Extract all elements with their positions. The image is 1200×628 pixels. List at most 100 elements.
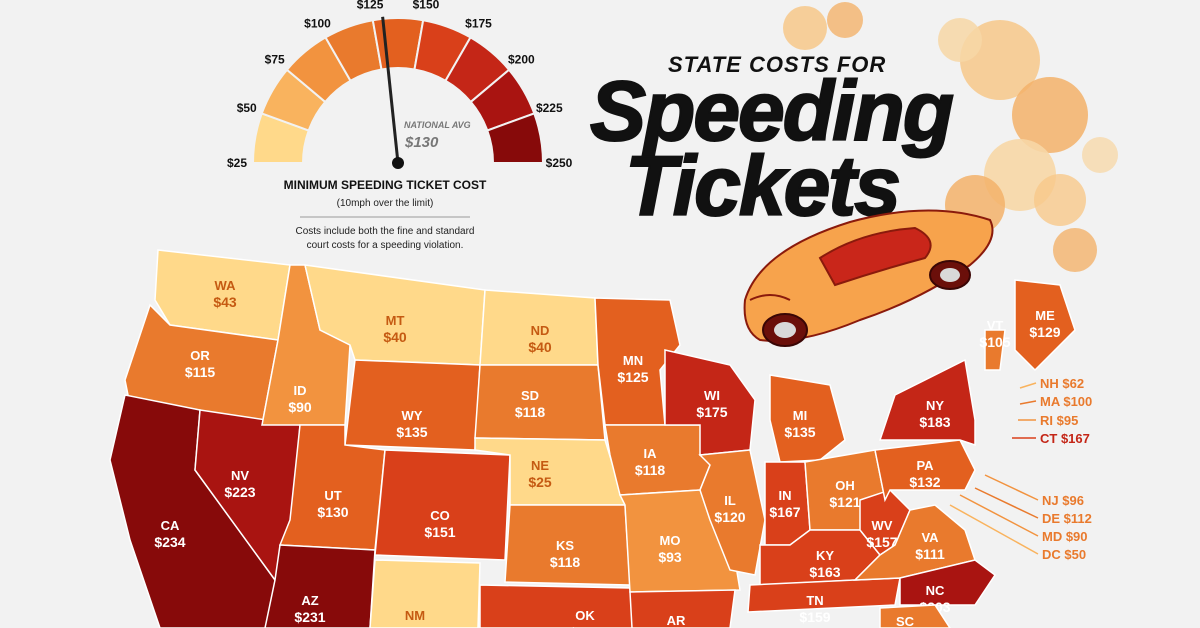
state-sc [879,604,951,628]
sports-car-illustration [743,209,994,347]
state-label-nv: NV [231,468,249,483]
title-line3: Tickets [625,139,899,233]
state-cost-vt: $105 [979,334,1010,350]
state-cost-mn: $125 [617,369,648,385]
state-label-ne: NE [531,458,549,473]
state-label-sd: SD [521,388,539,403]
us-map: WA$43OR$115CA$234NV$223ID$90MT$40WY$135U… [109,249,1076,628]
state-cost-wv: $157 [866,534,897,550]
gauge-tick-label: $75 [265,53,285,67]
state-label-me: ME [1035,308,1055,323]
leader-label-ct: CT $167 [1040,431,1090,446]
leader-label-ma: MA $100 [1040,394,1092,409]
state-cost-nd: $40 [528,339,552,355]
state-label-tn: TN [806,593,823,608]
state-va [853,504,976,581]
state-label-ca: CA [161,518,180,533]
state-cost-mo: $93 [658,549,682,565]
state-cost-tn: $159 [799,609,830,625]
gauge-tick-label: $50 [237,101,257,115]
gauge-tick-label: $225 [536,101,563,115]
state-label-ia: IA [644,446,658,461]
gauge-tick-label: $25 [227,156,247,170]
gauge-national-avg-value: $130 [404,134,439,151]
state-az [264,544,376,628]
state-cost-va: $111 [915,546,945,562]
leader-label-nj: NJ $96 [1042,493,1084,508]
state-label-nc: NC [926,583,945,598]
state-label-ar: AR [667,613,686,628]
state-cost-pa: $132 [909,474,940,490]
gauge-note-line1: Costs include both the fine and standard [295,226,474,237]
state-label-co: CO [430,508,450,523]
state-cost-az: $231 [294,609,325,625]
state-label-or: OR [190,348,210,363]
state-label-wv: WV [872,518,893,533]
state-cost-ks: $118 [550,554,581,570]
state-label-vt: VT [987,318,1004,333]
state-label-sc: SC [896,614,915,628]
state-mn [594,297,681,426]
state-label-ks: KS [556,538,574,553]
state-vt [984,329,1006,371]
state-cost-ca: $234 [154,534,185,550]
state-co [374,449,511,561]
state-label-oh: OH [835,478,855,493]
state-label-ut: UT [324,488,341,503]
state-label-ky: KY [816,548,834,563]
state-mi [769,374,846,463]
state-cost-ok: $151 [569,624,600,628]
state-label-nm: NM [405,608,425,623]
state-label-id: ID [294,383,307,398]
smoke-cloud-illustration [783,2,1118,272]
state-ar [629,589,736,628]
leader-label-nh: NH $62 [1040,376,1084,391]
state-label-wa: WA [215,278,237,293]
state-nm [369,559,481,628]
state-label-mt: MT [386,313,405,328]
gauge-needle [381,16,400,164]
state-cost-ia: $118 [635,462,666,478]
state-label-wy: WY [402,408,423,423]
gauge-band-9 [485,112,545,164]
state-label-az: AZ [301,593,318,608]
state-cost-ky: $163 [809,564,840,580]
leader-label-dc: DC $50 [1042,547,1086,562]
leader-label-ri: RI $95 [1040,413,1078,428]
title-line1: STATE COSTS FOR [668,52,886,77]
state-label-mn: MN [623,353,643,368]
gauge-tick-label: $125 [357,0,384,11]
leader-label-md: MD $90 [1042,529,1088,544]
state-label-ok: OK [575,608,595,623]
state-cost-il: $120 [714,509,745,525]
state-label-pa: PA [916,458,934,473]
state-label-mo: MO [660,533,681,548]
leader-line-nh [1019,382,1037,389]
state-ok [479,584,636,628]
state-ia [604,424,711,496]
state-label-wi: WI [704,388,720,403]
state-label-mi: MI [793,408,807,423]
state-sd [474,364,606,441]
state-label-il: IL [724,493,736,508]
state-cost-wy: $135 [396,424,427,440]
state-cost-wi: $175 [696,404,727,420]
state-cost-oh: $121 [829,494,860,510]
gauge-note-line2: court costs for a speeding violation. [307,240,464,251]
leader-line-dc [949,504,1039,555]
state-cost-me: $129 [1029,324,1060,340]
state-cost-wa: $43 [213,294,237,310]
leader-line-md [959,494,1039,537]
gauge-tick-label: $200 [508,53,535,67]
state-cost-ne: $25 [528,474,552,490]
state-il [698,449,766,576]
leader-labels: NH $62 MA $100 RI $95 CT $167 NJ $96 DE $112 M… [949,376,1092,562]
state-cost-in: $167 [769,504,800,520]
leader-line-de [974,487,1039,519]
gauge-tick-label: $100 [304,17,331,31]
state-cost-co: $151 [424,524,455,540]
state-label-in: IN [779,488,792,503]
title-line2: Speeding [590,64,953,158]
gauge-heading: MINIMUM SPEEDING TICKET COST [284,178,487,192]
